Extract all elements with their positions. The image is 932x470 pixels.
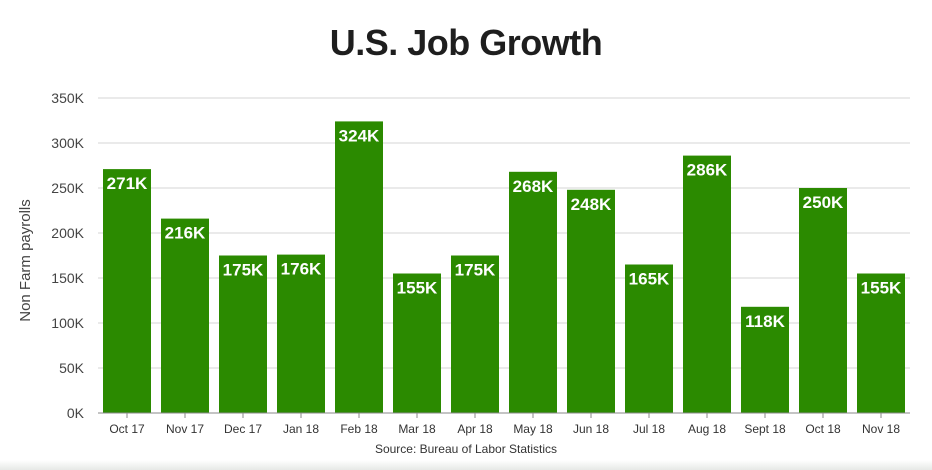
chart-title: U.S. Job Growth — [329, 22, 603, 63]
bar — [451, 255, 499, 413]
data-label: 324K — [339, 126, 380, 145]
y-axis-ticks: 0K 50K 100K 150K 200K 250K 300K 350K — [51, 90, 84, 421]
y-tick-label: 200K — [51, 225, 84, 241]
data-label: 155K — [861, 279, 902, 298]
x-axis-ticks: Oct 17 Nov 17 Dec 17 Jan 18 Feb 18 Mar 18 Apr … — [109, 413, 900, 436]
bar — [567, 189, 615, 413]
y-tick-label: 250K — [51, 180, 84, 196]
x-tick-label: Nov 18 — [862, 422, 900, 436]
bar — [683, 155, 731, 413]
data-label: 176K — [281, 260, 322, 279]
x-tick-label: Dec 17 — [224, 422, 262, 436]
data-label: 248K — [571, 195, 612, 214]
data-label: 286K — [687, 161, 728, 180]
data-label: 271K — [107, 174, 148, 193]
data-label: 268K — [513, 177, 554, 196]
x-tick-label: Jun 18 — [573, 422, 609, 436]
bar — [509, 171, 557, 413]
y-tick-label: 350K — [51, 90, 84, 106]
data-label: 175K — [455, 261, 496, 280]
bar — [799, 188, 847, 413]
x-tick-label: Aug 18 — [688, 422, 726, 436]
x-tick-label: Oct 18 — [805, 422, 841, 436]
data-labels: 271K 216K 175K 176K 324K 155K 175K 268K 248K 165K… — [107, 126, 902, 330]
bar — [857, 273, 905, 413]
x-tick-label: May 18 — [513, 422, 553, 436]
bars — [103, 121, 905, 414]
bar — [219, 255, 267, 413]
x-tick-label: Apr 18 — [457, 422, 493, 436]
x-tick-label: Jul 18 — [633, 422, 665, 436]
x-tick-label: Jan 18 — [283, 422, 319, 436]
data-label: 216K — [165, 224, 206, 243]
data-label: 155K — [397, 279, 438, 298]
bar — [103, 169, 151, 413]
data-label: 165K — [629, 270, 670, 289]
bar — [625, 264, 673, 413]
y-tick-label: 0K — [67, 405, 85, 421]
x-tick-label: Feb 18 — [340, 422, 378, 436]
bar — [393, 273, 441, 413]
x-tick-label: Mar 18 — [398, 422, 436, 436]
y-tick-label: 300K — [51, 135, 84, 151]
bar — [277, 254, 325, 413]
data-label: 250K — [803, 193, 844, 212]
bar — [161, 218, 209, 413]
source-note: Source: Bureau of Labor Statistics — [374, 442, 558, 456]
data-label: 175K — [223, 261, 264, 280]
y-tick-label: 150K — [51, 270, 84, 286]
y-axis-title: Non Farm payrolls — [17, 199, 34, 322]
x-tick-label: Oct 17 — [109, 422, 145, 436]
x-tick-label: Nov 17 — [166, 422, 204, 436]
y-tick-label: 100K — [51, 315, 84, 331]
bar — [335, 121, 383, 414]
data-label: 118K — [745, 312, 785, 331]
y-tick-label: 50K — [59, 360, 85, 376]
bar — [741, 306, 789, 413]
x-tick-label: Sept 18 — [744, 422, 786, 436]
